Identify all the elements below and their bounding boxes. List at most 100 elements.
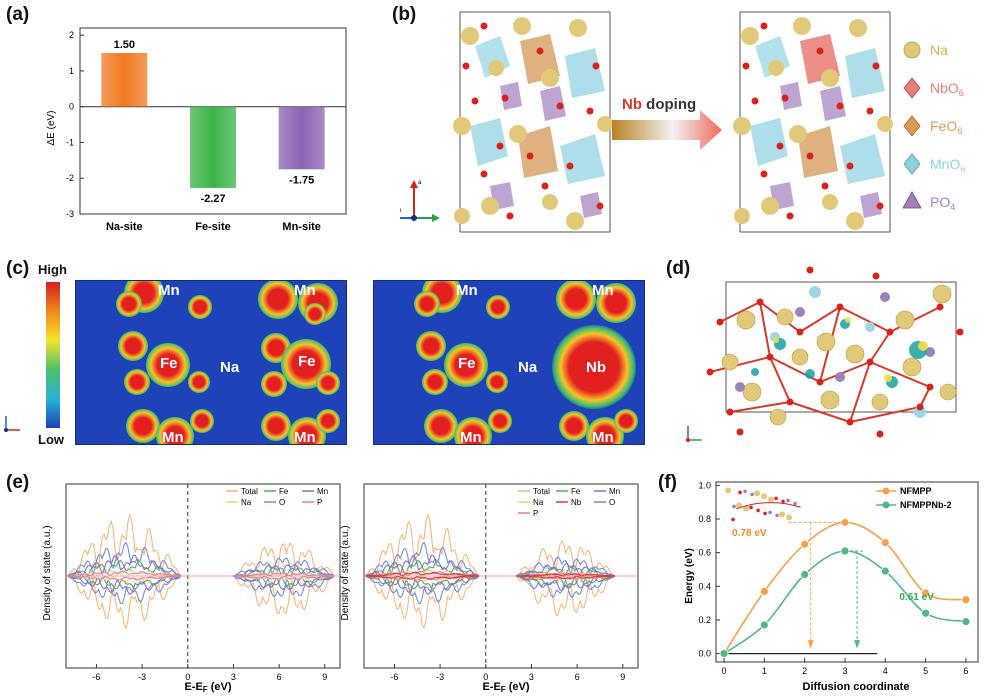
dos-legend-fe: Fe (571, 487, 581, 496)
dos-chart-undoped: -6 -3 0 3 6 9Total Fe MnNa O P Density of state (… (40, 478, 350, 696)
bar-category-label: Fe-site (195, 221, 230, 233)
dos-legend-mn: Mn (609, 487, 620, 496)
dos-x-tick-label: 9 (322, 672, 327, 682)
dos-x-tick-label: 3 (231, 672, 236, 682)
inset-atom (754, 490, 760, 496)
barrier-legend-marker (883, 502, 890, 509)
inset-structure-thumbnail (725, 487, 801, 521)
dos-x-tick-label: -6 (92, 672, 100, 682)
legend-po4: PO4 (930, 194, 955, 212)
dos-x-tick-label: 6 (575, 672, 580, 682)
panel-label-c: (c) (6, 258, 29, 280)
barrier-point-nfmppnb-2 (881, 567, 889, 575)
axis-b-label: b (400, 208, 402, 214)
dos-left-x-label: E-EF (eV) (184, 681, 231, 694)
dos-legend-o: O (279, 498, 285, 507)
map-left-mn-bottom-2: Mn (294, 429, 316, 445)
panel-label-e: (e) (6, 472, 29, 494)
color-scale-bar (46, 282, 60, 428)
inset-atom (763, 512, 767, 516)
feo6-octahedron-icon (904, 116, 920, 136)
inset-atom (761, 493, 767, 499)
dos-legend-nb: Nb (571, 498, 582, 507)
dos-legend-fe: Fe (279, 487, 289, 496)
dos-x-tick-label: -3 (436, 672, 444, 682)
bar-category-label: Mn-site (282, 221, 321, 233)
bar-chart-y-tick-label: -2 (66, 173, 74, 183)
inset-atom (781, 500, 785, 504)
legend-mno6: MnO6 (930, 156, 965, 174)
dos-legend-p: P (533, 509, 538, 518)
barrier-x-tick-label: 1 (762, 666, 767, 676)
barrier-point-nfmppnb-2 (760, 621, 768, 629)
map-right-na: Na (518, 359, 537, 376)
map-right-mn-bottom-1: Mn (460, 429, 482, 445)
structure-legend: Na NbO6 FeO6 MnO6 PO4 (903, 42, 965, 212)
map-left-mn-top-2: Mn (294, 282, 316, 299)
barrier-point-nfmppnb-2 (801, 571, 809, 579)
dos-legend-mn: Mn (317, 487, 328, 496)
barrier-x-tick-label: 6 (963, 666, 968, 676)
barrier-legend-nfmpp: NFMPP (900, 486, 932, 496)
dos-legend-p: P (317, 498, 322, 507)
inset-atom (743, 490, 747, 494)
mno6-octahedron-icon (904, 154, 920, 174)
map-left-na: Na (220, 359, 239, 376)
map-axis-triad (0, 408, 30, 438)
map-left-fe-1: Fe (160, 355, 178, 372)
map-right-mn-top-2: Mn (592, 282, 614, 299)
nfmpp-arrow-head (808, 640, 814, 648)
barrier-y-tick-label: 1.0 (698, 480, 711, 490)
bar-data-label: -2.27 (200, 193, 225, 205)
barrier-x-tick-label: 2 (802, 666, 807, 676)
dos-x-tick-label: 9 (620, 672, 625, 682)
legend-feo6: FeO6 (930, 118, 962, 136)
map-right-fe-1: Fe (458, 355, 476, 372)
inset-atom (731, 518, 735, 522)
inset-atom (732, 505, 736, 509)
barrier-y-label: Energy (eV) (684, 548, 695, 604)
map-right-nb: Nb (586, 359, 606, 376)
barrier-y-tick-label: 0.0 (698, 649, 711, 659)
dos-x-tick-label: 3 (529, 672, 534, 682)
bar-category-label: Na-site (106, 221, 143, 233)
barrier-y-tick-label: 0.4 (698, 581, 711, 591)
bar-data-label: 1.50 (114, 39, 135, 51)
crystal-structure-figure: a b Nb doping (400, 6, 990, 246)
inset-atom (749, 506, 753, 510)
inset-atom (793, 502, 797, 506)
inset-atom (768, 496, 774, 502)
panel-label-a: (a) (6, 4, 29, 26)
annotation-nfmppnb-barrier: 0.61 eV (899, 592, 934, 603)
bar-chart-y-tick-label: 1 (69, 66, 74, 76)
dos-legend-na: Na (241, 498, 252, 507)
inset-atom (756, 509, 760, 513)
charge-difference-structure (680, 262, 980, 452)
map-left-mn-top-1: Mn (158, 282, 180, 299)
map-right-mn-top-1: Mn (456, 282, 478, 299)
barrier-point-nfmpp (881, 539, 889, 547)
inset-atom (750, 493, 754, 497)
barrier-legend-nfmppnb-2: NFMPPNb-2 (900, 500, 952, 510)
barrier-x-tick-label: 3 (842, 666, 847, 676)
barrier-point-nfmpp (801, 540, 809, 548)
bar-chart-y-tick-label: -1 (66, 137, 74, 147)
charge-density-map-nb-doped: Mn Mn Fe Na Nb Mn Mn (373, 280, 645, 445)
barrier-y-tick-label: 0.6 (698, 548, 711, 558)
structure-undoped (453, 12, 613, 232)
barrier-x-tick-label: 4 (883, 666, 888, 676)
inset-atom (738, 491, 742, 495)
dos-left-y-label: Density of state (a.u.) (42, 525, 53, 620)
bar-chart-y-label: ΔE (eV) (46, 110, 57, 145)
dos-right-x-label: E-EF (eV) (482, 681, 529, 694)
bar-chart-y-tick-label: 2 (69, 30, 74, 40)
barrier-legend-marker (883, 488, 890, 495)
inset-atom (725, 487, 731, 493)
inset-atom (786, 499, 790, 503)
bar-na-site (101, 53, 147, 107)
bar-chart-y-tick-label: 0 (69, 102, 74, 112)
bar-chart-delta-e: 2 1 0 -1 -2 -3 1.50 Na-site -2.27 Fe-site -1.75 Mn… (40, 18, 360, 248)
crystal-axis-triad: a b (400, 180, 440, 222)
barrier-curve-nfmpp (724, 522, 966, 653)
legend-na: Na (930, 42, 948, 58)
